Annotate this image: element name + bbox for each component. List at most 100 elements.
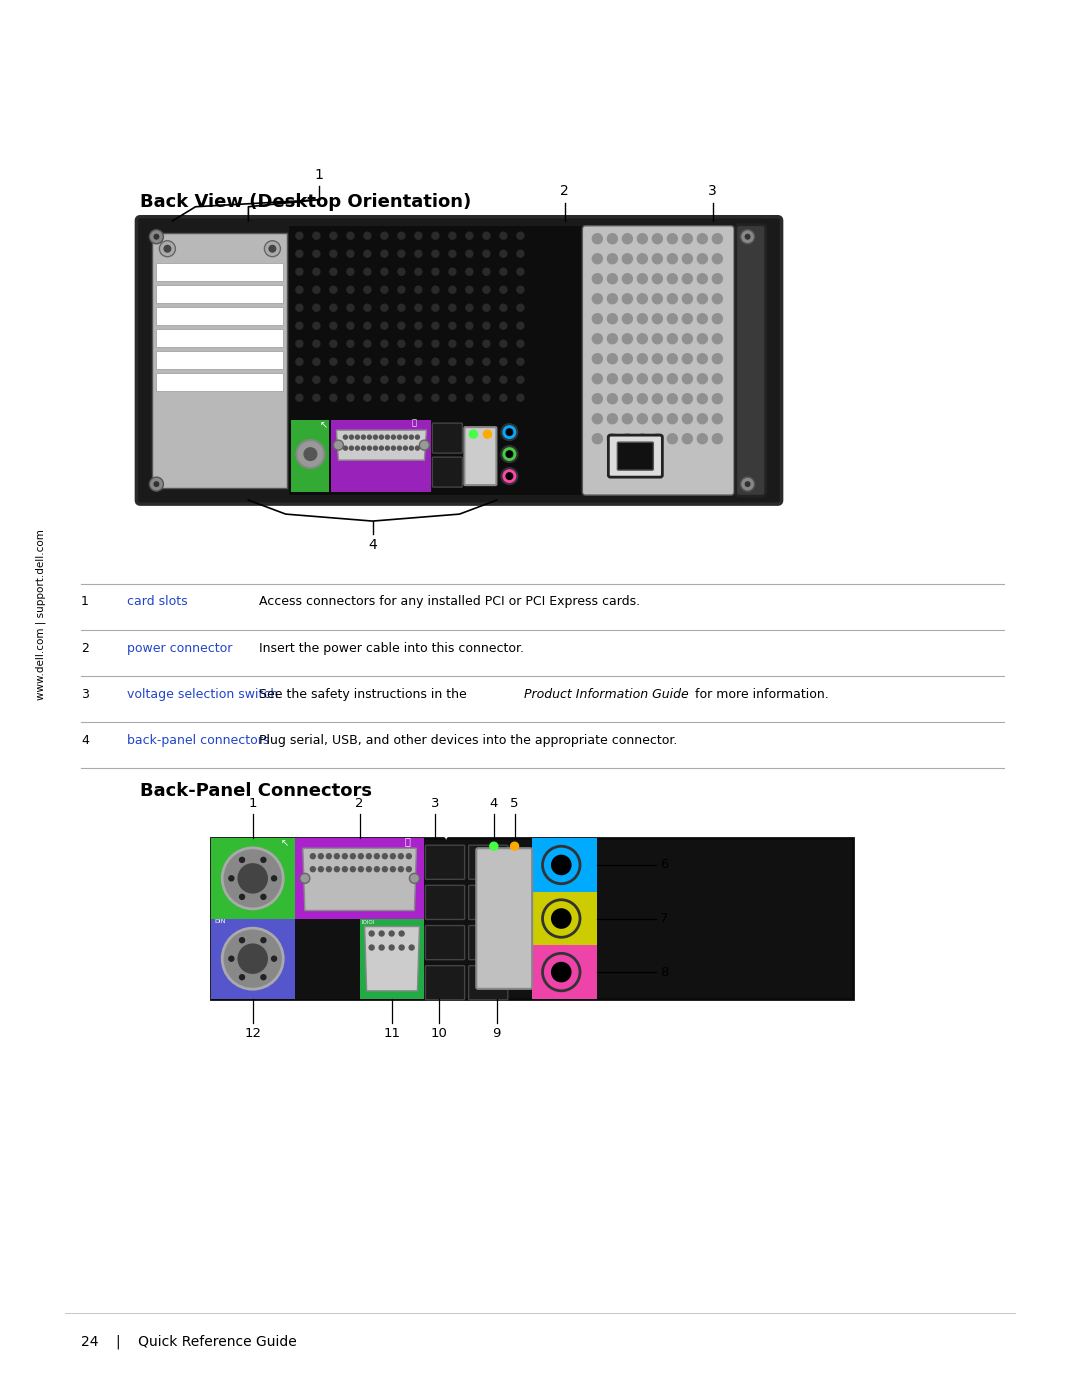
- Circle shape: [683, 293, 692, 303]
- FancyBboxPatch shape: [426, 886, 464, 919]
- Circle shape: [364, 286, 370, 293]
- Circle shape: [607, 433, 618, 444]
- Circle shape: [160, 240, 175, 257]
- Circle shape: [713, 353, 723, 363]
- Circle shape: [153, 481, 160, 488]
- Circle shape: [683, 414, 692, 423]
- Circle shape: [449, 376, 456, 383]
- Circle shape: [652, 394, 662, 404]
- Circle shape: [483, 268, 490, 275]
- Circle shape: [592, 254, 603, 264]
- Circle shape: [490, 842, 498, 851]
- Circle shape: [381, 305, 388, 312]
- Circle shape: [310, 854, 315, 859]
- Circle shape: [465, 394, 473, 401]
- Circle shape: [381, 376, 388, 383]
- Circle shape: [517, 268, 524, 275]
- Text: Back View (Desktop Orientation): Back View (Desktop Orientation): [140, 193, 472, 211]
- Circle shape: [415, 286, 422, 293]
- Circle shape: [319, 854, 323, 859]
- Circle shape: [667, 233, 677, 243]
- Text: 2: 2: [355, 798, 364, 810]
- Circle shape: [449, 268, 456, 275]
- Circle shape: [637, 334, 647, 344]
- FancyBboxPatch shape: [608, 434, 662, 478]
- Circle shape: [465, 341, 473, 348]
- FancyBboxPatch shape: [532, 838, 597, 891]
- Circle shape: [483, 376, 490, 383]
- Circle shape: [683, 374, 692, 384]
- Circle shape: [397, 376, 405, 383]
- Circle shape: [432, 394, 438, 401]
- Text: 2: 2: [81, 641, 89, 655]
- Text: ✦: ✦: [442, 833, 450, 842]
- Circle shape: [382, 866, 388, 872]
- Text: DIN: DIN: [215, 919, 226, 923]
- Circle shape: [409, 944, 414, 950]
- FancyBboxPatch shape: [476, 848, 532, 989]
- Circle shape: [375, 854, 379, 859]
- Circle shape: [637, 233, 647, 243]
- Text: 3: 3: [708, 184, 717, 198]
- Circle shape: [415, 341, 422, 348]
- Circle shape: [517, 394, 524, 401]
- Text: See the safety instructions in the: See the safety instructions in the: [259, 687, 471, 701]
- Circle shape: [303, 447, 318, 461]
- Circle shape: [652, 274, 662, 284]
- Circle shape: [379, 930, 384, 936]
- Circle shape: [667, 433, 677, 444]
- Circle shape: [449, 232, 456, 239]
- FancyBboxPatch shape: [157, 285, 283, 303]
- FancyBboxPatch shape: [157, 328, 283, 346]
- Circle shape: [364, 250, 370, 257]
- Circle shape: [683, 353, 692, 363]
- Text: 2: 2: [561, 184, 569, 198]
- Circle shape: [698, 314, 707, 324]
- Circle shape: [397, 358, 405, 365]
- Circle shape: [500, 250, 507, 257]
- Text: ↖: ↖: [320, 420, 327, 430]
- Circle shape: [364, 305, 370, 312]
- Circle shape: [483, 341, 490, 348]
- FancyBboxPatch shape: [582, 226, 734, 495]
- Circle shape: [379, 944, 384, 950]
- Circle shape: [500, 268, 507, 275]
- Text: Access connectors for any installed PCI or PCI Express cards.: Access connectors for any installed PCI …: [259, 595, 640, 609]
- FancyBboxPatch shape: [735, 225, 766, 496]
- Circle shape: [713, 233, 723, 243]
- Circle shape: [465, 376, 473, 383]
- Circle shape: [744, 233, 751, 240]
- Circle shape: [465, 232, 473, 239]
- Circle shape: [381, 341, 388, 348]
- Circle shape: [505, 427, 513, 436]
- Circle shape: [364, 376, 370, 383]
- Circle shape: [296, 286, 302, 293]
- Circle shape: [432, 376, 438, 383]
- Circle shape: [397, 323, 405, 330]
- Circle shape: [500, 376, 507, 383]
- Circle shape: [397, 232, 405, 239]
- FancyBboxPatch shape: [157, 351, 283, 369]
- Circle shape: [296, 376, 302, 383]
- Circle shape: [483, 394, 490, 401]
- Circle shape: [300, 873, 310, 883]
- Circle shape: [637, 293, 647, 303]
- Circle shape: [296, 305, 302, 312]
- Circle shape: [449, 358, 456, 365]
- Circle shape: [386, 446, 390, 450]
- Circle shape: [374, 434, 377, 439]
- Circle shape: [261, 894, 266, 900]
- Circle shape: [347, 305, 354, 312]
- Circle shape: [397, 250, 405, 257]
- Circle shape: [652, 414, 662, 423]
- Circle shape: [397, 394, 405, 401]
- Circle shape: [391, 434, 395, 439]
- Circle shape: [355, 434, 360, 439]
- Circle shape: [607, 293, 618, 303]
- Circle shape: [683, 334, 692, 344]
- Circle shape: [607, 274, 618, 284]
- Circle shape: [483, 323, 490, 330]
- Circle shape: [342, 866, 348, 872]
- Circle shape: [334, 440, 343, 450]
- FancyBboxPatch shape: [211, 838, 295, 919]
